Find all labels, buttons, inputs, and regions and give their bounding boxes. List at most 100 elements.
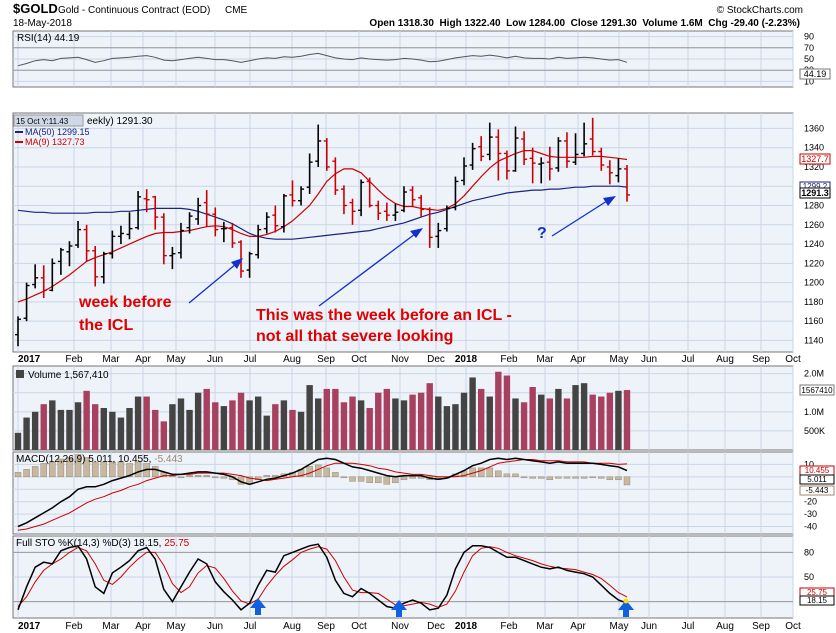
macd-hist-bar <box>417 476 425 479</box>
sto-tag-k <box>799 595 835 606</box>
volume-bar <box>229 400 236 450</box>
x-tick-label: Feb <box>500 621 518 632</box>
sto-arrow-may-marker <box>623 598 629 604</box>
x-tick-label: May <box>167 621 186 632</box>
x-tick-label: Nov <box>391 354 409 365</box>
ma9-line <box>17 150 628 303</box>
macd-hist-bar <box>134 461 142 478</box>
volume-bar <box>460 392 468 450</box>
volume-bar <box>469 377 476 450</box>
macd-hist-bar <box>486 467 493 478</box>
price-bars <box>15 117 630 347</box>
x-tick-label: 2017 <box>18 621 41 632</box>
y-tick-label: -40 <box>804 522 817 532</box>
x-tick-label: Apr <box>570 621 586 632</box>
volume-bar <box>100 408 107 450</box>
ma50-tag-value: 1299.2 <box>803 182 828 191</box>
macd-hist-bar <box>109 461 116 478</box>
volume-bar <box>486 396 493 450</box>
x-tick-label: Sep <box>752 354 770 365</box>
x-tick-label: Jun <box>641 621 657 632</box>
x-tick-label: May <box>167 354 186 365</box>
macd-hist-bar <box>495 470 502 478</box>
annotation-question-mark: ? <box>537 225 547 242</box>
volume-bar <box>57 409 65 450</box>
volume-bar <box>134 396 142 450</box>
macd-hist-bar <box>220 476 228 479</box>
arrow-head-july <box>231 258 243 269</box>
volume-bar <box>246 400 253 450</box>
macd-hist-bar <box>366 476 373 484</box>
volume-bar <box>237 392 245 450</box>
volume-bar <box>126 408 133 450</box>
x-tick-label: Sep <box>317 621 335 632</box>
sto-tag-d-value: 25.75 <box>807 588 828 597</box>
volume-bar <box>254 396 262 450</box>
volume-bar <box>49 400 56 450</box>
volume-bar <box>443 406 451 450</box>
volume-bar <box>194 392 202 450</box>
volume-bar <box>529 387 536 450</box>
x-tick-label: Jun <box>641 354 657 365</box>
x-tick-label: Aug <box>283 621 301 632</box>
volume-tag <box>799 384 835 396</box>
macd-hist-bar <box>177 476 185 479</box>
ma9-tag-value: 1327.7 <box>801 154 829 164</box>
x-tick-label: Apr <box>135 354 151 365</box>
sto-label-d: 25.75 <box>164 538 189 549</box>
volume-bar <box>580 383 588 450</box>
macd-hist-bar <box>254 476 262 481</box>
macd-hist-bar <box>203 475 210 478</box>
volume-bar <box>272 404 279 450</box>
macd-hist-bar <box>409 476 416 479</box>
volume-bar <box>83 390 90 450</box>
volume-bar <box>169 404 176 450</box>
macd-hist-bar <box>315 464 322 478</box>
y-tick-label: 1280 <box>804 201 824 211</box>
macd-hist-bar <box>555 476 562 479</box>
x-tick-label: Mar <box>102 354 120 365</box>
volume-bar <box>315 398 322 450</box>
volume-label: Volume 1,567,410 <box>28 370 109 381</box>
volume-bar <box>349 396 356 450</box>
volume-bar <box>31 411 39 450</box>
macd-label-main: MACD(12,26,9) 5.011, 10.455, <box>16 454 154 465</box>
volume-bar <box>109 411 116 450</box>
macd-hist-bar <box>375 476 382 484</box>
ohlc-line: Open 1318.30 High 1322.40 Low 1284.00 Cl… <box>369 18 800 29</box>
y-tick-label: 1220 <box>804 258 824 268</box>
y-tick-label: 10 <box>804 76 814 86</box>
date-tag: 15 Oct Y:11.43 <box>16 117 69 126</box>
volume-bar <box>74 402 82 450</box>
x-tick-label: Apr <box>135 621 151 632</box>
y-tick-label: 70 <box>804 43 814 53</box>
volume-bar <box>520 402 528 450</box>
x-tick-label: 2018 <box>455 621 478 632</box>
x-tick-label: Jul <box>244 354 257 365</box>
macd-hist-bar <box>400 476 408 481</box>
volume-bar <box>323 388 330 450</box>
x-tick-label: May <box>610 354 629 365</box>
macd-hist-bar <box>194 475 202 478</box>
volume-bar <box>417 392 425 450</box>
macd-hist-bar <box>100 461 107 478</box>
macd-hist-bar <box>563 476 571 479</box>
annotation-left-line-2: the ICL <box>79 317 133 334</box>
volume-legend-swatch <box>16 370 24 378</box>
y-tick-label: 1360 <box>804 123 824 133</box>
volume-bar <box>332 388 339 450</box>
volume-bar <box>598 396 605 450</box>
ma9-label: MA(9) 1327.73 <box>25 137 85 147</box>
volume-bar <box>375 392 382 450</box>
volume-bar <box>117 417 125 450</box>
macd-tag-hist-value: -5.443 <box>806 486 829 495</box>
y-tick-label: 500K <box>804 426 825 436</box>
x-tick-label: Mar <box>536 621 554 632</box>
macd-hist-bar <box>477 467 485 478</box>
annotation-week-before-icl: week before the ICL <box>78 294 176 334</box>
macd-hist-bar <box>91 461 99 478</box>
volume-bar <box>615 390 622 450</box>
macd-hist-bar <box>40 463 47 478</box>
